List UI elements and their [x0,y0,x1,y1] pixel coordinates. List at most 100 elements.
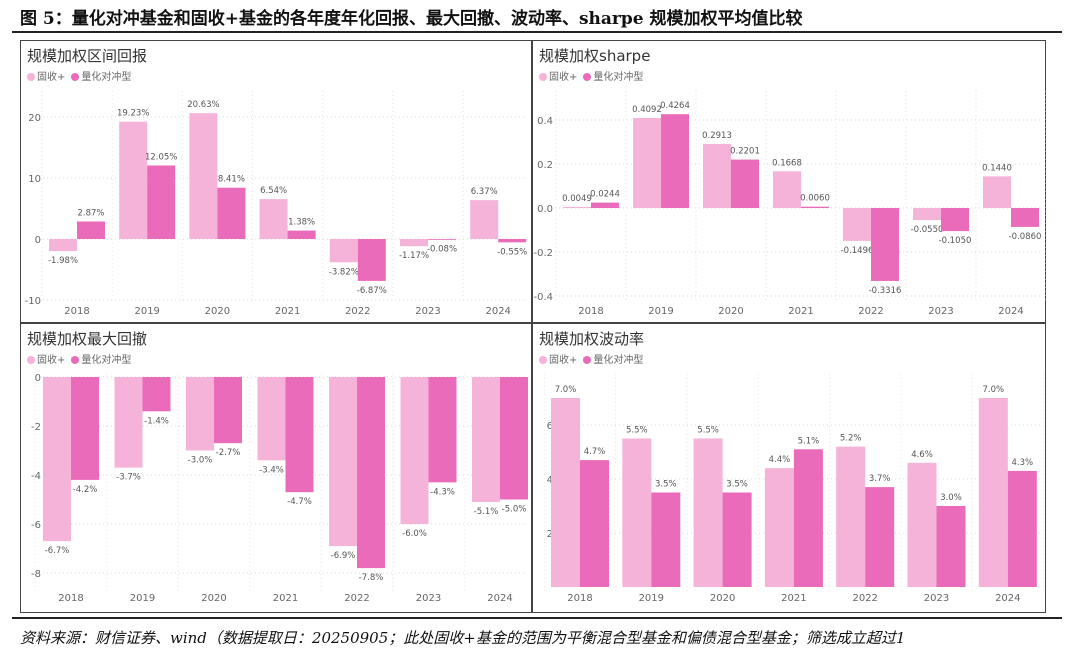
x-tick-label: 2021 [781,593,806,604]
data-label: 0.0060 [800,194,830,204]
chart-legend: 固收+ 量化对冲型 [539,68,643,83]
data-label: 0.2201 [730,147,760,157]
bar-fixed-income-plus [622,438,652,587]
legend-item: 量化对冲型 [583,351,643,366]
data-label: 0.4092 [632,105,662,115]
bar-fixed-income-plus [551,398,580,587]
x-tick-label: 2019 [134,306,159,317]
data-label: -7.8% [359,573,384,583]
bar-fixed-income-plus [119,121,148,239]
data-label: 4.4% [769,455,791,465]
legend-dot-icon [27,356,35,364]
chart-plot: 6 4 2 2018 7.0% 4.7% 2019 5.5% 3.5% 2020 5.5% 3.5% 2… [543,374,1044,604]
data-label: 8.41% [218,175,245,185]
data-label: -0.08% [427,244,457,254]
y-tick-label: -10 [25,296,41,307]
data-label: -5.0% [502,505,527,515]
data-label: -0.1050 [939,236,972,246]
data-label: 3.5% [655,480,677,490]
data-label: -6.7% [45,546,70,556]
x-tick-label: 2020 [710,593,735,604]
data-label: -3.7% [116,473,141,483]
data-label: -6.9% [331,551,356,561]
data-label: 7.0% [555,385,577,395]
chart-plot: 0 -2 -4 -6 -8 2018 -6.7% -4.2% 2019 -3.7% -1.4% 202… [31,373,528,604]
y-tick-label: -4 [31,471,41,482]
bar-quant-hedge [1011,208,1039,227]
data-label: -3.4% [259,465,284,475]
bar-quant-hedge [500,377,528,500]
legend-label: 量化对冲型 [593,72,644,83]
bar-quant-hedge [1007,470,1037,587]
legend-label: 量化对冲型 [81,355,132,366]
bar-fixed-income-plus [329,239,358,263]
legend-item: 固收+ [539,68,577,83]
legend-dot-icon [27,73,35,81]
chart-legend: 固收+ 量化对冲型 [27,68,131,83]
bar-fixed-income-plus [983,176,1011,208]
bar-quant-hedge [651,492,681,587]
y-tick-label: 0.2 [537,160,553,171]
data-label: -4.2% [73,485,98,495]
y-tick-label: -6 [31,520,41,531]
y-tick-label: 2 [547,529,553,540]
chart-title: 规模加权sharpe [539,47,651,65]
data-label: 2.87% [77,208,104,218]
y-tick-label: -2 [31,422,41,433]
bar-quant-hedge [357,377,385,569]
bar-quant-hedge [801,206,829,208]
data-label: 1.38% [288,218,315,228]
data-label: -1.4% [144,416,169,426]
y-tick-label: -8 [31,569,41,580]
x-tick-label: 2019 [130,593,155,604]
data-label: 4.3% [1011,458,1033,468]
data-label: 0.4264 [660,101,690,111]
x-tick-label: 2018 [578,306,603,317]
bar-fixed-income-plus [43,377,71,542]
x-tick-label: 2024 [487,593,512,604]
bar-fixed-income-plus [563,206,591,208]
x-tick-label: 2019 [648,306,673,317]
data-label: 4.7% [584,447,606,457]
bar-quant-hedge [287,230,316,239]
data-label: 0.1668 [772,158,802,168]
data-label: -5.1% [474,507,499,517]
bar-fixed-income-plus [978,398,1008,587]
bar-quant-hedge [285,377,314,493]
bar-quant-hedge [722,492,752,587]
y-tick-label: 6 [547,421,553,432]
legend-label: 固收+ [37,355,66,366]
x-tick-label: 2018 [567,593,592,604]
bar-quant-hedge [591,202,619,208]
chart-legend: 固收+ 量化对冲型 [539,351,643,366]
bar-quant-hedge [71,377,99,480]
data-label: -0.55% [497,247,527,257]
legend-item: 量化对冲型 [583,68,643,83]
x-tick-label: 2023 [924,593,949,604]
x-tick-label: 2022 [858,306,883,317]
legend-dot-icon [71,73,80,81]
bar-quant-hedge [865,487,895,587]
y-tick-label: 0 [35,235,41,246]
bar-quant-hedge [77,221,105,239]
legend-dot-icon [539,356,547,364]
chart-legend: 固收+ 量化对冲型 [27,351,131,366]
data-label: -3.82% [329,267,359,277]
legend-label: 固收+ [549,355,578,366]
bar-quant-hedge [428,239,456,240]
y-tick-label: 0.0 [537,204,553,215]
data-label: 20.63% [187,100,219,110]
data-label: 3.7% [869,474,891,484]
figure-title: 图 5：量化对冲基金和固收+基金的各年度年化回报、最大回撤、波动率、sharpe… [20,9,803,29]
y-tick-label: 10 [28,174,41,185]
x-tick-label: 2021 [275,306,300,317]
x-tick-label: 2024 [995,593,1020,604]
data-label: 0.0244 [590,190,620,200]
bar-quant-hedge [731,159,759,208]
bar-fixed-income-plus [633,117,661,208]
data-label: 0.0049 [562,194,592,204]
legend-dot-icon [71,356,80,364]
bar-quant-hedge [580,460,609,587]
bar-quant-hedge [142,377,171,412]
